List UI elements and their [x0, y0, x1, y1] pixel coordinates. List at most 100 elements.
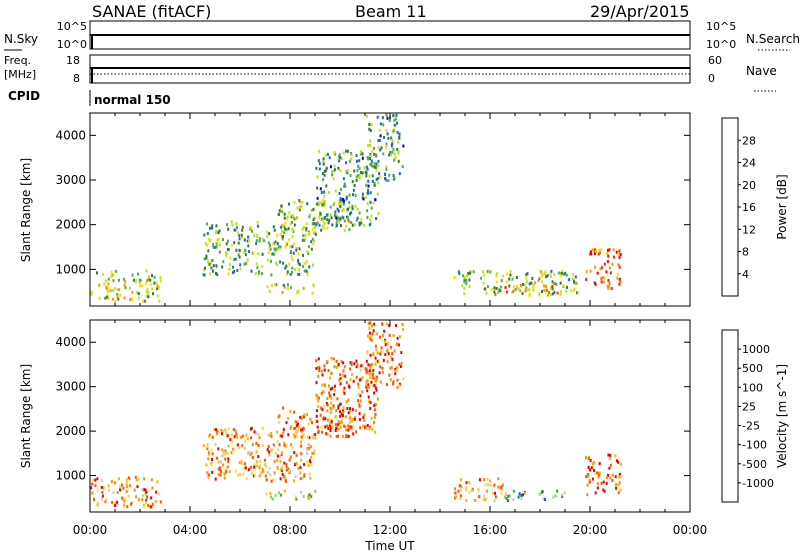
- velocity-echo-cell: [295, 461, 298, 465]
- power-echo-cell: [367, 179, 370, 183]
- power-echo-cell: [298, 208, 301, 212]
- power-echo-cell: [289, 286, 292, 290]
- velocity-echo-cell: [615, 486, 618, 490]
- power-echo-cell: [275, 247, 278, 251]
- power-echo-cell: [602, 280, 605, 284]
- velocity-echo-cell: [315, 409, 318, 413]
- velocity-echo-cell: [210, 448, 213, 452]
- velocity-echo-cell: [330, 420, 333, 424]
- power-echo-cell: [344, 184, 347, 188]
- velocity-echo-cell: [114, 503, 117, 507]
- velocity-echo-cell: [217, 467, 220, 471]
- velocity-echo-cell: [563, 491, 566, 494]
- velocity-echo-cell: [207, 457, 210, 461]
- velocity-echo-cell: [396, 342, 399, 346]
- velocity-echo-cell: [394, 367, 397, 371]
- velocity-echo-cell: [273, 459, 276, 463]
- power-echo-cell: [392, 129, 395, 133]
- velocity-echo-cell: [125, 478, 128, 482]
- velocity-echo-cell: [355, 430, 357, 434]
- power-echo-cell: [306, 273, 309, 277]
- power-echo-cell: [506, 272, 509, 276]
- velocity-echo-cell: [335, 409, 338, 412]
- power-echo-cell: [144, 281, 147, 285]
- velocity-echo-cell: [327, 369, 330, 373]
- power-echo-cell: [96, 271, 98, 275]
- velocity-echo-cell: [104, 500, 107, 504]
- power-echo-cell: [525, 280, 528, 284]
- velocity-echo-cell: [395, 366, 398, 370]
- power-echo-cell: [615, 250, 618, 254]
- velocity-echo-cell: [287, 433, 290, 437]
- power-echo-cell: [128, 286, 131, 290]
- velocity-echo-cell: [395, 324, 397, 328]
- power-echo-cell: [532, 288, 535, 292]
- velocity-echo-cell: [126, 505, 129, 509]
- velocity-echo-cell: [504, 491, 507, 495]
- power-echo-cell: [124, 280, 127, 284]
- power-echo-cell: [553, 282, 556, 285]
- velocity-echo-cell: [260, 471, 263, 475]
- power-echo-cell: [568, 278, 571, 282]
- velocity-echo-cell: [156, 480, 159, 484]
- velocity-echo-cell: [303, 413, 306, 417]
- velocity-echo-cell: [379, 380, 382, 384]
- power-echo-cell: [346, 215, 349, 219]
- velocity-echo-cell: [373, 404, 376, 408]
- velocity-echo-cell: [347, 434, 350, 438]
- velocity-echo-cell: [367, 395, 370, 399]
- velocity-echo-cell: [227, 457, 230, 461]
- power-echo-cell: [467, 272, 470, 275]
- power-echo-cell: [282, 261, 285, 265]
- power-echo-cell: [261, 252, 264, 256]
- power-echo-cell: [609, 271, 612, 275]
- power-echo-cell: [531, 277, 534, 280]
- power-echo-cell: [505, 280, 508, 284]
- power-echo-cell: [270, 259, 272, 263]
- velocity-echo-cell: [340, 359, 343, 363]
- power-echo-cell: [366, 209, 369, 213]
- power-colorbar-tick-label: 24: [742, 157, 756, 170]
- power-echo-cell: [112, 288, 115, 292]
- velocity-echo-cell: [367, 363, 370, 367]
- velocity-echo-cell: [375, 388, 378, 392]
- power-echo-cell: [555, 283, 558, 286]
- power-echo-cell: [151, 274, 153, 278]
- power-echo-cell: [321, 199, 324, 203]
- velocity-echo-cell: [374, 344, 377, 348]
- velocity-echo-cell: [247, 468, 250, 472]
- velocity-echo-cell: [287, 467, 290, 471]
- power-echo-cell: [355, 218, 358, 222]
- power-echo-cell: [140, 284, 143, 288]
- velocity-echo-cell: [270, 479, 273, 483]
- velocity-echo-cell: [300, 444, 303, 448]
- power-echo-cell: [526, 272, 529, 276]
- velocity-echo-cell: [385, 322, 388, 326]
- power-echo-cell: [218, 243, 221, 247]
- velocity-echo-cell: [143, 477, 146, 481]
- power-echo-cell: [323, 216, 326, 219]
- power-echo-cell: [337, 219, 340, 223]
- power-echo-cell: [280, 229, 283, 233]
- nsky-panel: N.Sky 10^5 10^0 10^5 10^0 N.Search: [4, 20, 800, 51]
- velocity-echo-cell: [276, 466, 279, 470]
- power-echo-cell: [260, 272, 263, 276]
- velocity-echo-cell: [460, 485, 463, 488]
- velocity-echo-cell: [271, 497, 274, 501]
- velocity-echo-cell: [501, 487, 504, 491]
- velocity-echo-cell: [305, 412, 307, 416]
- power-echo-cell: [547, 293, 550, 297]
- velocity-echo-cell: [112, 491, 115, 494]
- velocity-echo-cell: [382, 358, 385, 362]
- velocity-echo-cell: [244, 466, 247, 470]
- power-echo-cell: [538, 293, 541, 297]
- power-echo-cell: [316, 202, 319, 206]
- power-echo-cell: [544, 289, 547, 293]
- power-echo-cell: [618, 282, 621, 286]
- velocity-echo-cell: [97, 501, 100, 505]
- power-echo-layer: [90, 113, 622, 304]
- power-echo-cell: [132, 278, 135, 282]
- velocity-echo-cell: [373, 322, 376, 326]
- velocity-echo-cell: [340, 419, 343, 423]
- velocity-echo-cell: [301, 476, 304, 480]
